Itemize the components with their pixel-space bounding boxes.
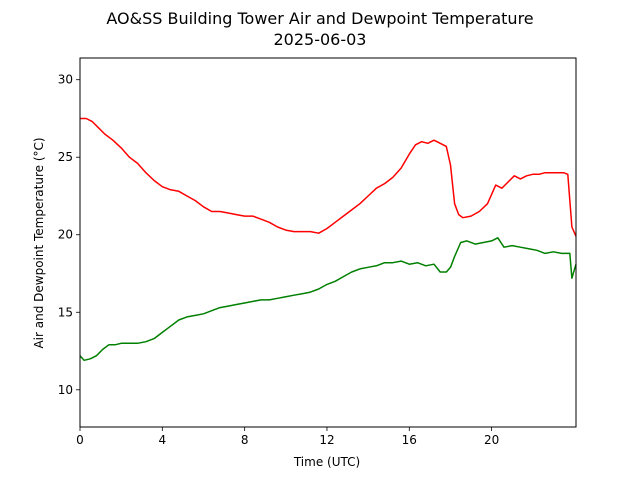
chart-title: AO&SS Building Tower Air and Dewpoint Te… xyxy=(106,9,533,28)
y-tick-label: 10 xyxy=(58,383,73,397)
x-tick-label: 16 xyxy=(402,433,417,447)
series-layer xyxy=(79,117,577,362)
chart-subtitle: 2025-06-03 xyxy=(274,30,367,49)
y-axis-ticks: 10 15 20 25 30 xyxy=(58,73,80,397)
x-tick-label: 8 xyxy=(241,433,249,447)
y-tick-label: 20 xyxy=(58,228,73,242)
series-line-0 xyxy=(80,117,577,237)
y-tick-label: 15 xyxy=(58,305,73,319)
x-tick-label: 20 xyxy=(484,433,499,447)
x-tick-label: 0 xyxy=(76,433,84,447)
y-tick-label: 30 xyxy=(58,73,73,87)
y-axis-label: Air and Dewpoint Temperature (°C) xyxy=(32,137,46,348)
x-axis-ticks: 0 4 8 12 16 20 xyxy=(76,427,499,447)
plot-area xyxy=(79,57,577,428)
x-axis-label: Time (UTC) xyxy=(293,455,360,469)
x-tick-label: 12 xyxy=(319,433,334,447)
plot-frame xyxy=(79,57,577,428)
series-line-1 xyxy=(79,237,577,362)
y-tick-label: 25 xyxy=(58,150,73,164)
x-tick-label: 4 xyxy=(159,433,167,447)
